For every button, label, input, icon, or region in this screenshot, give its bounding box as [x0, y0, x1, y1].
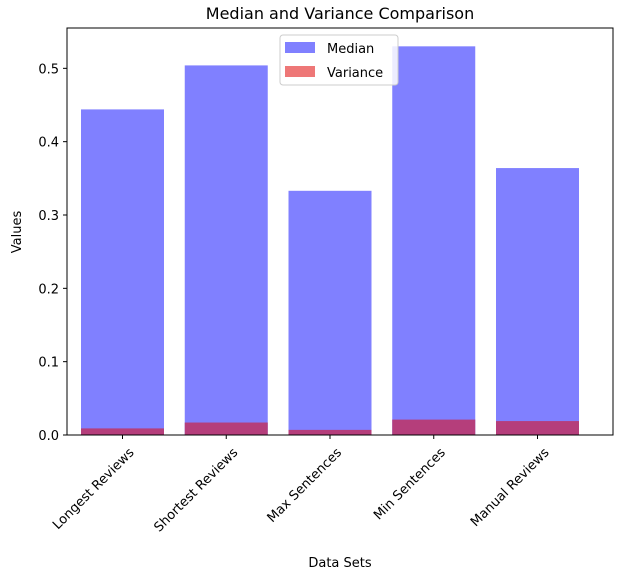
variance-bar	[392, 419, 476, 435]
variance-bars	[81, 419, 579, 435]
variance-bar	[184, 422, 268, 435]
x-tick-label: Min Sentences	[371, 445, 449, 523]
legend: Median Variance	[279, 34, 399, 86]
variance-bar	[81, 428, 164, 435]
median-bar	[496, 168, 579, 436]
chart-title: Median and Variance Comparison	[206, 4, 474, 23]
legend-swatch-variance	[285, 66, 315, 77]
y-tick-label: 0.4	[38, 136, 59, 151]
y-axis-ticks: 0.0 0.1 0.2 0.3 0.4 0.5	[38, 62, 67, 444]
y-tick-label: 0.5	[38, 62, 59, 77]
y-tick-label: 0.3	[38, 209, 59, 224]
x-tick-label: Shortest Reviews	[151, 445, 241, 535]
x-tick-label: Longest Reviews	[50, 445, 138, 533]
variance-bar	[288, 429, 372, 435]
legend-label-variance: Variance	[327, 66, 383, 81]
y-axis-label: Values	[10, 211, 25, 254]
x-tick-label: Max Sentences	[265, 445, 346, 526]
plot-frame	[66, 27, 614, 436]
legend-swatch-median	[285, 42, 315, 53]
legend-label-median: Median	[327, 42, 374, 57]
y-tick-label: 0.1	[38, 356, 59, 371]
y-tick-label: 0.0	[38, 429, 59, 444]
x-axis-label: Data Sets	[308, 556, 372, 571]
x-tick-label: Manual Reviews	[468, 445, 553, 530]
x-axis-ticks: Longest Reviews Shortest Reviews Max Sente…	[50, 435, 553, 535]
variance-bar	[496, 421, 579, 435]
median-bar	[392, 46, 476, 435]
y-tick-label: 0.2	[38, 282, 59, 297]
median-bar	[81, 109, 164, 436]
median-bars	[81, 46, 579, 436]
median-bar	[184, 65, 268, 436]
median-bar	[288, 190, 372, 435]
